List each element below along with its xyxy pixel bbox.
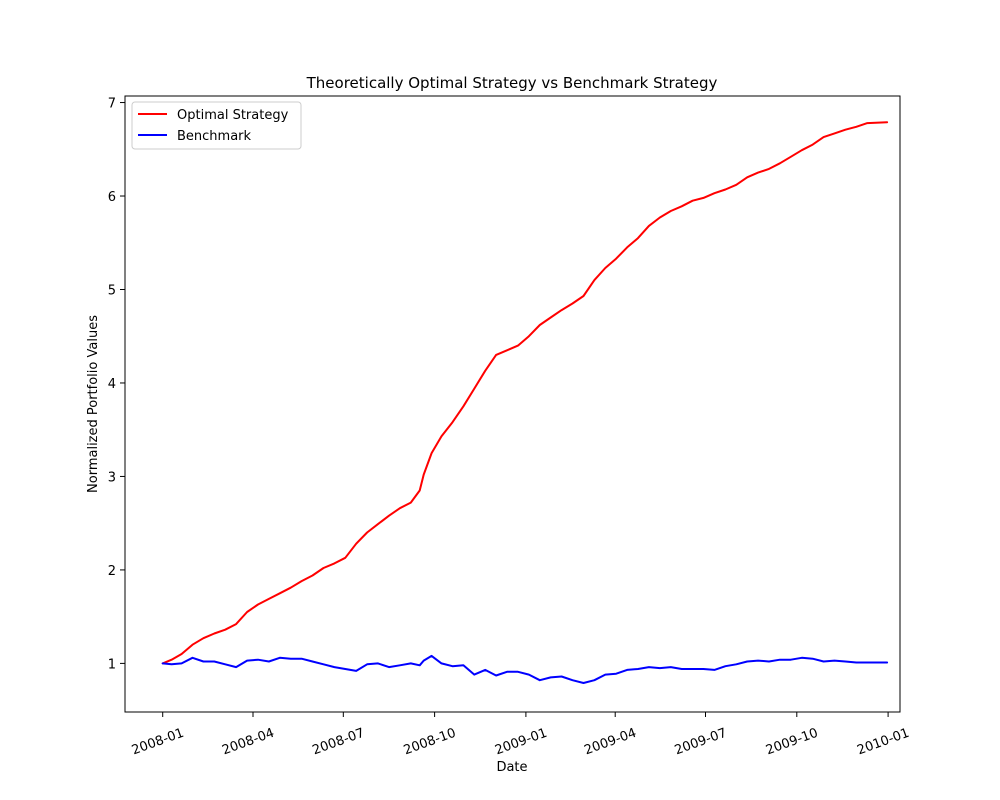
plot-area	[124, 95, 901, 713]
y-tick-label: 1	[108, 657, 116, 672]
legend-label-optimal-strategy: Optimal Strategy	[177, 108, 289, 123]
series-line-optimal-strategy	[161, 121, 889, 665]
y-axis: 1 2 3 4 5 6 7	[108, 97, 125, 672]
legend-box	[131, 101, 302, 150]
series-layer	[161, 121, 889, 684]
y-tick-label: 2	[108, 564, 116, 579]
axes-frame	[124, 95, 901, 713]
chart-title: Theoretically Optimal Strategy vs Benchm…	[306, 74, 718, 92]
y-tick-label: 3	[108, 470, 116, 485]
y-tick-label: 7	[108, 97, 116, 112]
y-tick-label: 5	[108, 283, 116, 298]
series-line-benchmark	[161, 654, 889, 684]
legend-label-benchmark: Benchmark	[177, 129, 252, 144]
y-tick-label: 4	[108, 377, 116, 392]
legend: Optimal Strategy Benchmark	[131, 101, 302, 150]
y-tick-label: 6	[108, 190, 116, 205]
y-axis-label: Normalized Portfolio Values	[86, 315, 101, 493]
x-axis-label: Date	[496, 760, 527, 775]
